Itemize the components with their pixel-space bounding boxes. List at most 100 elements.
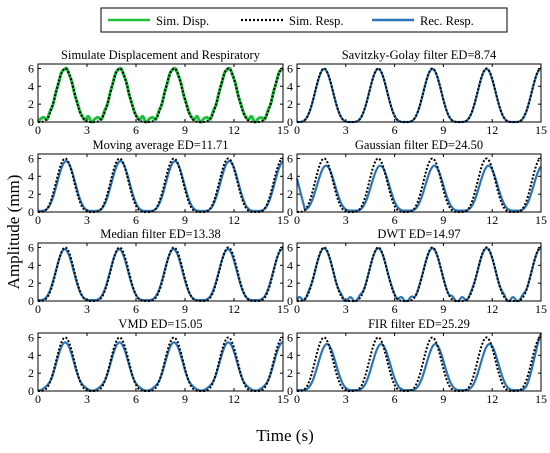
y-tick-label: 4 [28,169,34,183]
axes-box [296,242,542,302]
x-tick-label: 6 [133,392,139,406]
series-sim-resp [297,67,542,123]
series-rec-resp [38,248,284,302]
x-tick-label: 15 [535,123,547,137]
x-tick-label: 3 [343,213,349,227]
x-tick-label: 12 [228,302,240,316]
series-rec-resp [38,160,284,213]
y-tick-label: 0 [28,384,34,398]
x-tick-label: 6 [133,213,139,227]
x-tick-label: 0 [35,302,41,316]
legend-label-sim-resp: Sim. Resp. [289,14,344,28]
axes-box [296,63,542,123]
y-tick-label: 2 [28,97,34,111]
x-tick-label: 0 [294,123,300,137]
x-tick-label: 15 [277,392,289,406]
x-tick-label: 9 [440,302,446,316]
x-tick-label: 12 [486,392,498,406]
x-tick-label: 0 [294,392,300,406]
x-tick-label: 9 [440,123,446,137]
y-tick-label: 6 [28,61,34,75]
y-tick-label: 4 [28,348,34,362]
axes-box [37,153,284,213]
x-tick-label: 15 [535,392,547,406]
x-tick-label: 3 [84,302,90,316]
y-tick-label: 0 [28,205,34,219]
x-tick-label: 6 [392,123,398,137]
subplot-title: Savitzky-Golay filter ED=8.74 [342,48,497,62]
series-rec-resp [296,247,542,303]
y-tick-label: 6 [287,330,293,344]
x-tick-label: 15 [277,123,289,137]
series-sim-resp [297,157,542,213]
x-tick-label: 9 [182,392,188,406]
x-tick-label: 3 [84,123,90,137]
x-tick-label: 6 [392,392,398,406]
legend: Sim. Disp. Sim. Resp. Rec. Resp. [100,7,508,33]
legend-box [100,7,508,33]
x-tick-label: 0 [35,392,41,406]
y-tick-label: 2 [28,366,34,380]
subplot-title: Gaussian filter ED=24.50 [355,138,483,152]
y-tick-label: 2 [28,187,34,201]
x-tick-label: 3 [343,123,349,137]
axes-box [37,63,284,123]
subplot-grid: Simulate Displacement and Respiratory 0 3 6… [28,48,547,406]
series-rec-resp [295,164,542,212]
x-tick-label: 6 [392,213,398,227]
y-tick-label: 4 [28,258,34,272]
subplot-title: Moving average ED=11.71 [92,138,228,152]
x-tick-label: 12 [486,123,498,137]
y-tick-label: 4 [287,79,293,93]
y-tick-label: 2 [287,366,293,380]
x-tick-label: 12 [486,213,498,227]
legend-label-sim-disp: Sim. Disp. [156,14,209,28]
axes-box [296,332,542,392]
series-sim-resp [38,157,284,213]
subplot-simulate: Simulate Displacement and Respiratory 0 3 6… [28,48,289,137]
x-tick-label: 9 [182,123,188,137]
subplot-title: Simulate Displacement and Respiratory [61,48,261,62]
x-tick-label: 12 [228,213,240,227]
series-sim-resp [38,336,284,392]
y-tick-label: 2 [287,276,293,290]
y-tick-label: 6 [28,151,34,165]
y-tick-label: 4 [28,79,34,93]
x-tick-label: 6 [133,302,139,316]
x-tick-label: 0 [35,123,41,137]
y-tick-label: 2 [28,276,34,290]
x-tick-label: 12 [228,392,240,406]
axes-box [37,332,284,392]
x-tick-label: 12 [228,123,240,137]
series-sim-resp [38,67,284,123]
y-axis-label: Amplitude (mm) [4,175,23,290]
y-tick-label: 2 [287,187,293,201]
y-tick-label: 2 [287,97,293,111]
axes-box [296,153,542,213]
x-tick-label: 3 [343,392,349,406]
subplot-title: VMD ED=15.05 [118,317,202,331]
y-tick-label: 4 [287,169,293,183]
series-sim-resp [297,246,542,302]
series-sim-resp [38,246,284,302]
x-tick-label: 12 [486,302,498,316]
y-tick-label: 0 [287,115,293,129]
y-tick-label: 6 [28,330,34,344]
axes-box [37,242,284,302]
subplot-title: DWT ED=14.97 [377,227,460,241]
legend-label-rec-resp: Rec. Resp. [420,14,474,28]
x-tick-label: 0 [294,213,300,227]
series-rec-resp [297,67,542,124]
subplot-title: FIR filter ED=25.29 [368,317,470,331]
subplot-title: Median filter ED=13.38 [100,227,221,241]
x-tick-label: 3 [343,302,349,316]
x-tick-label: 0 [35,213,41,227]
y-tick-label: 6 [28,240,34,254]
x-tick-label: 15 [277,302,289,316]
y-tick-label: 0 [287,384,293,398]
x-tick-label: 15 [535,302,547,316]
